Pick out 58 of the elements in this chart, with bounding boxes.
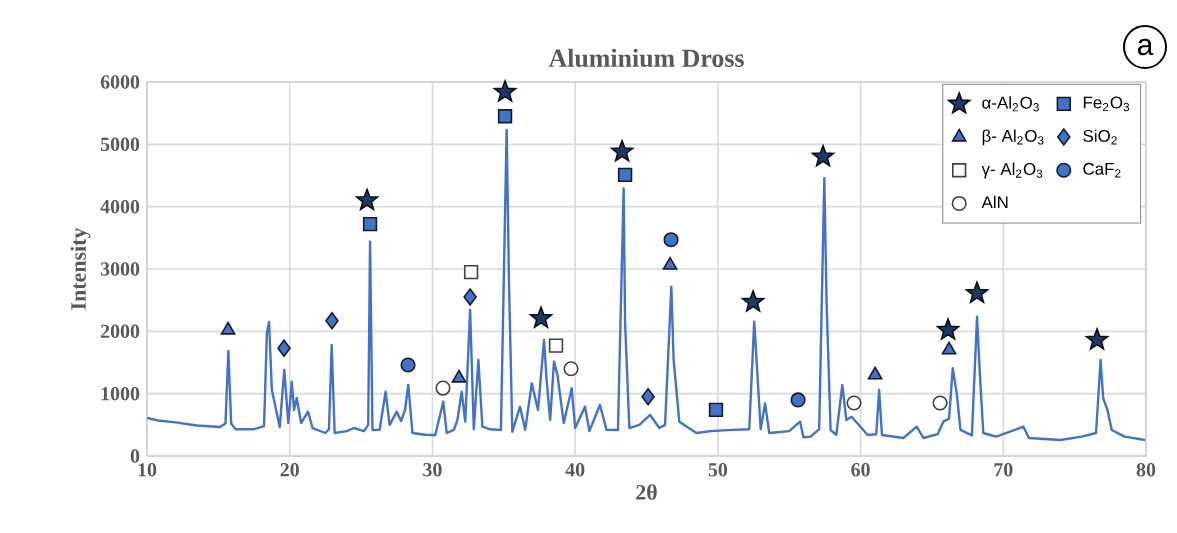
point bbox=[463, 264, 479, 280]
x-axis-title: 2θ bbox=[636, 484, 657, 500]
y-tick-label: 4000 bbox=[100, 199, 140, 214]
y-tick-label: 1000 bbox=[101, 386, 140, 401]
point bbox=[867, 366, 883, 380]
point bbox=[790, 392, 806, 408]
legend-label: β- Al$_{2}$O$_{3}$ bbox=[982, 129, 1044, 146]
point bbox=[936, 318, 960, 340]
point bbox=[400, 357, 416, 373]
point bbox=[529, 306, 553, 328]
point bbox=[220, 321, 236, 335]
point bbox=[846, 395, 862, 411]
point bbox=[463, 288, 477, 306]
x-tick-label: 80 bbox=[1136, 463, 1156, 477]
x-tick-label: 10 bbox=[138, 463, 157, 477]
legend-label: α-Al$_{2}$O$_{3}$ bbox=[982, 96, 1039, 112]
legend-label: Fe$_{2}$O$_{3}$ bbox=[1083, 96, 1130, 112]
point bbox=[941, 341, 957, 355]
x-tick-label: 20 bbox=[280, 463, 299, 477]
y-tick-label: 3000 bbox=[100, 262, 140, 276]
point bbox=[641, 388, 655, 406]
point bbox=[932, 395, 948, 411]
point bbox=[610, 140, 634, 162]
x-tick-label: 60 bbox=[851, 463, 870, 477]
legend-label: CaF$_{2}$ bbox=[1083, 162, 1121, 178]
point bbox=[362, 216, 378, 232]
y-tick-label: 2000 bbox=[100, 324, 140, 339]
point bbox=[355, 188, 379, 211]
y-tick-label: 5000 bbox=[100, 137, 140, 152]
x-tick-label: 70 bbox=[994, 463, 1013, 477]
point bbox=[811, 145, 835, 167]
point bbox=[493, 80, 517, 102]
point bbox=[548, 338, 564, 353]
point bbox=[708, 402, 724, 418]
x-tick-label: 50 bbox=[708, 463, 728, 477]
point bbox=[277, 339, 291, 357]
point bbox=[663, 232, 679, 248]
point bbox=[563, 361, 579, 377]
point bbox=[617, 167, 633, 183]
point bbox=[325, 311, 339, 330]
line-series bbox=[147, 128, 1146, 442]
text: a bbox=[1137, 38, 1154, 56]
point bbox=[741, 290, 765, 312]
x-tick-label: 30 bbox=[423, 463, 442, 477]
y-tick-label: 0 bbox=[130, 449, 140, 463]
point bbox=[965, 281, 989, 303]
chart-title: Aluminium Dross bbox=[548, 48, 744, 67]
x-tick-label: 40 bbox=[565, 463, 585, 477]
point bbox=[497, 109, 513, 124]
y-axis-title: Intensity bbox=[70, 227, 91, 310]
legend-label: γ- Al$_{2}$O$_{3}$ bbox=[981, 162, 1043, 179]
point bbox=[451, 369, 467, 383]
point bbox=[435, 380, 451, 396]
legend-label: SiO$_{2}$ bbox=[1083, 129, 1117, 145]
point bbox=[662, 256, 678, 270]
y-tick-label: 6000 bbox=[100, 75, 140, 89]
legend-label: AlN bbox=[981, 195, 1008, 209]
point bbox=[1085, 328, 1109, 350]
